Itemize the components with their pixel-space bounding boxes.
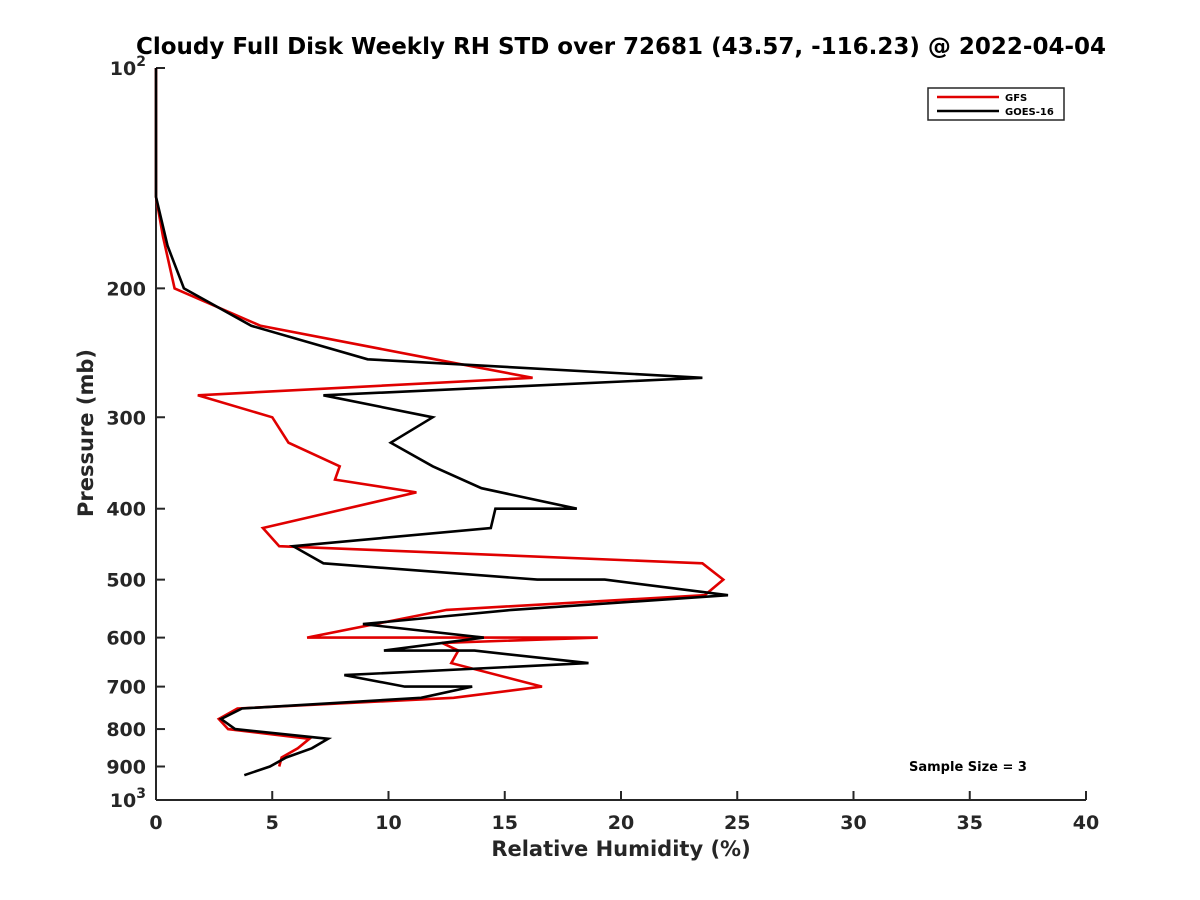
- y-tick-label: 800: [106, 719, 146, 741]
- x-tick-label: 5: [266, 812, 279, 834]
- y-tick-label: 103: [110, 786, 146, 812]
- axes: 0 5 10 15 20 25 30 35 40102200300400500600700800…: [106, 54, 1099, 834]
- y-tick-label: 102: [110, 54, 146, 80]
- y-tick-label: 700: [106, 677, 146, 699]
- series-layer: [154, 68, 729, 777]
- y-tick-exponent: 2: [136, 54, 146, 70]
- x-tick-label: 30: [840, 812, 866, 834]
- y-tick-label: 300: [106, 407, 146, 429]
- y-axis-label: Pressure (mb): [74, 349, 98, 517]
- y-tick-label: 600: [106, 628, 146, 650]
- x-tick-label: 15: [492, 812, 518, 834]
- y-tick-base: 10: [110, 58, 136, 80]
- x-tick-label: 40: [1073, 812, 1099, 834]
- x-tick-label: 10: [375, 812, 401, 834]
- y-tick-label: 400: [106, 499, 146, 521]
- x-tick-label: 35: [957, 812, 983, 834]
- x-tick-label: 20: [608, 812, 634, 834]
- y-tick-label: 500: [106, 570, 146, 592]
- y-tick-base: 10: [110, 790, 136, 812]
- y-tick-label: 200: [106, 278, 146, 300]
- y-tick-exponent: 3: [136, 786, 146, 802]
- legend-box: [927, 87, 1065, 121]
- chart-title: Cloudy Full Disk Weekly RH STD over 7268…: [136, 34, 1106, 60]
- x-tick-label: 0: [149, 812, 162, 834]
- legend-label-goes-16: GOES-16: [1005, 107, 1054, 118]
- series-line-goes-16: [154, 68, 729, 777]
- series-line-gfs: [154, 68, 726, 767]
- legend-label-gfs: GFS: [1005, 93, 1027, 104]
- x-tick-label: 25: [724, 812, 750, 834]
- legend: GFS GOES-16: [927, 87, 1065, 121]
- x-axis-label: Relative Humidity (%): [491, 837, 750, 861]
- y-tick-label: 900: [106, 757, 146, 779]
- sample-size-annotation: Sample Size = 3: [909, 760, 1027, 775]
